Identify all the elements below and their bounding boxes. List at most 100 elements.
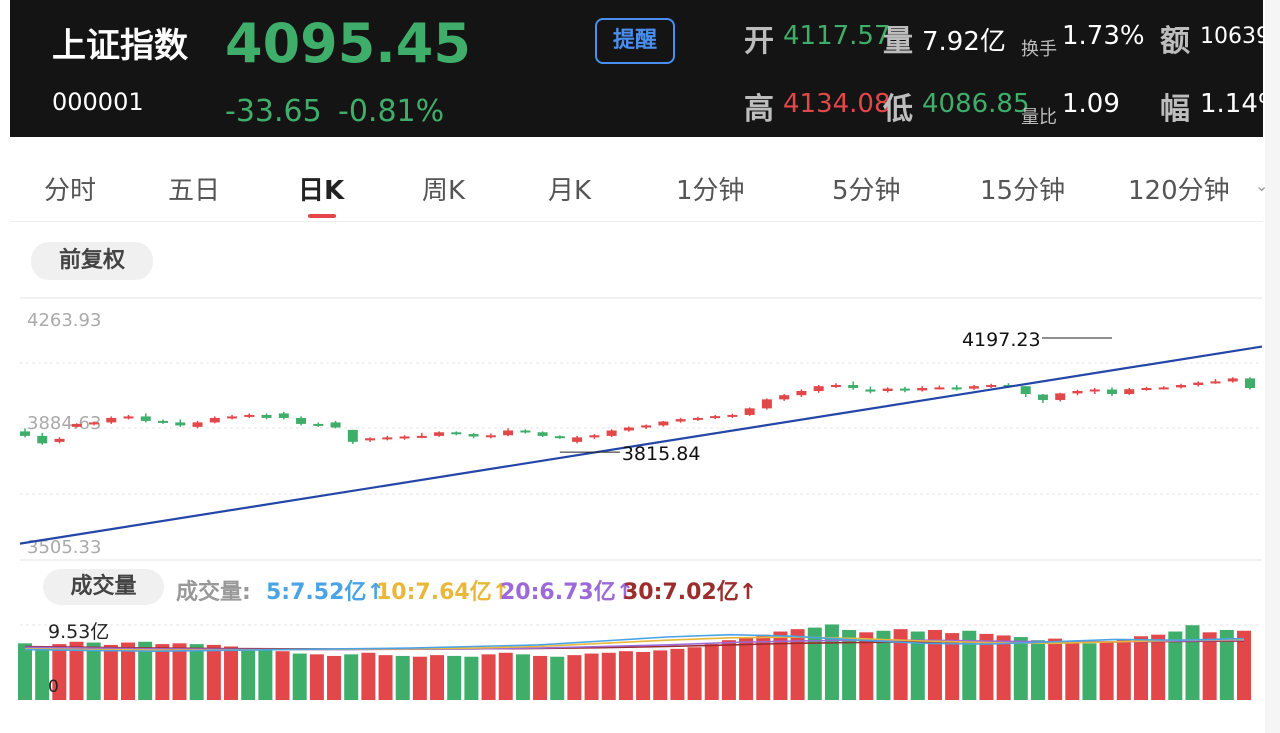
- volume-bar: [670, 648, 685, 700]
- candle-body: [934, 387, 945, 390]
- candle-body: [554, 436, 565, 439]
- volume-bar: [172, 643, 187, 700]
- volume-value: 7.92亿: [922, 27, 1006, 57]
- candle-body: [899, 388, 910, 391]
- tab-weekly-k[interactable]: 周K: [422, 176, 466, 206]
- candle-body: [917, 388, 928, 391]
- volume-bar: [1030, 640, 1045, 700]
- tab-120min[interactable]: 120分钟: [1128, 176, 1230, 206]
- candle-body: [1227, 378, 1238, 382]
- candle-body: [485, 435, 496, 438]
- volume-ma20: 20:6.73亿↑: [500, 580, 635, 605]
- y-axis-label: 4263.93: [27, 310, 101, 331]
- turnover-value: 1.73%: [1062, 21, 1145, 51]
- open-label: 开: [744, 24, 774, 59]
- volume-bar: [550, 656, 565, 700]
- volume-bar: [584, 653, 599, 700]
- tab-intraday[interactable]: 分时: [44, 176, 97, 206]
- volume-bar: [1202, 632, 1217, 700]
- candle-body: [1055, 393, 1066, 400]
- candle-body: [192, 422, 203, 427]
- candle-body: [347, 429, 358, 442]
- candle-body: [1106, 389, 1117, 394]
- high-annotation: 4197.23: [962, 329, 1041, 351]
- volume-bar: [601, 652, 616, 700]
- index-name: 上证指数: [52, 26, 188, 66]
- candle-body: [227, 416, 238, 419]
- y-axis-label: 3884.63: [27, 413, 101, 434]
- tab-monthly-k[interactable]: 月K: [548, 176, 592, 206]
- candle-body: [20, 431, 30, 436]
- candle-body: [606, 430, 617, 436]
- volume-bar: [962, 630, 977, 700]
- tab-daily-k[interactable]: 日K: [298, 176, 345, 206]
- volume-bar: [292, 653, 307, 700]
- active-tab-indicator: [308, 214, 336, 218]
- tab-15min[interactable]: 15分钟: [980, 176, 1066, 206]
- alert-button[interactable]: 提醒: [595, 18, 675, 64]
- candle-body: [37, 435, 48, 444]
- candle-body: [813, 386, 824, 391]
- price-change: -33.65: [225, 94, 322, 129]
- candle-body: [244, 414, 255, 417]
- volume-indicator-button[interactable]: 成交量: [43, 569, 164, 605]
- candle-body: [296, 417, 307, 424]
- volume-bar: [1082, 643, 1097, 700]
- volume-bar: [653, 650, 668, 700]
- volume-bar: [1116, 639, 1131, 700]
- volume-bar: [1065, 641, 1080, 700]
- candle-body: [140, 416, 151, 421]
- volume-bar: [1151, 634, 1166, 700]
- amplitude-label: 幅: [1160, 92, 1190, 127]
- volume-bar: [876, 630, 891, 700]
- candle-body: [399, 436, 410, 439]
- volume-bar: [996, 635, 1011, 700]
- y-axis-label: 3505.33: [27, 537, 101, 558]
- volume-min-label: 0: [48, 677, 59, 697]
- open-value: 4117.57: [783, 21, 891, 51]
- candle-body: [1175, 385, 1186, 388]
- tab-five-day[interactable]: 五日: [168, 176, 221, 206]
- current-price: 4095.45: [225, 12, 471, 75]
- tab-5min[interactable]: 5分钟: [832, 176, 901, 206]
- candle-body: [434, 432, 445, 436]
- candle-body: [330, 422, 341, 428]
- adjust-button[interactable]: 前复权: [31, 242, 153, 280]
- volume-bar: [18, 643, 32, 700]
- volume-bar: [412, 656, 427, 700]
- volume-bar: [756, 634, 771, 700]
- volume-max-label: 9.53亿: [48, 621, 109, 643]
- volume-bar: [241, 648, 256, 700]
- volume-bar: [704, 644, 719, 700]
- volume-bar: [69, 641, 84, 700]
- volume-bar: [275, 651, 290, 700]
- candle-body: [261, 414, 272, 418]
- low-label: 低: [883, 92, 913, 127]
- high-value: 4134.08: [783, 89, 891, 119]
- candle-body: [658, 421, 669, 426]
- volume-bar: [927, 629, 942, 700]
- candle-body: [572, 437, 583, 442]
- candle-body: [796, 390, 807, 396]
- candle-body: [1245, 378, 1255, 389]
- volume-bar: [1013, 637, 1028, 700]
- candle-body: [848, 385, 859, 389]
- candle-body: [382, 437, 393, 440]
- candle-body: [623, 427, 634, 431]
- volume-bar: [910, 631, 925, 700]
- scrollbar[interactable]: [1265, 0, 1280, 733]
- volume-bar: [86, 642, 101, 700]
- candle-body: [365, 438, 376, 441]
- volume-label: 量: [883, 24, 913, 59]
- volume-bar: [361, 652, 376, 700]
- volume-ma5: 5:7.52亿↑: [266, 580, 385, 605]
- candle-body: [727, 414, 738, 417]
- candle-body: [968, 386, 979, 389]
- candle-body: [54, 438, 65, 442]
- tab-1min[interactable]: 1分钟: [676, 176, 745, 206]
- volume-bar: [224, 646, 239, 700]
- volume-bar: [567, 655, 582, 700]
- index-code: 000001: [52, 88, 144, 116]
- volume-bar: [859, 632, 874, 700]
